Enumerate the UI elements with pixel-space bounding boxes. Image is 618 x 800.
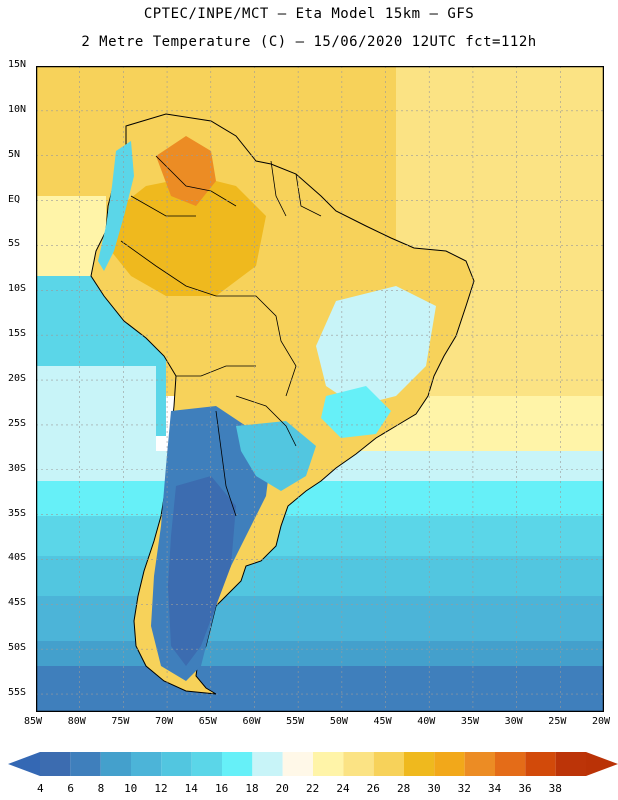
- latitude-label: 10S: [8, 283, 27, 295]
- colorbar-label: 20: [275, 782, 289, 795]
- longitude-label: 55W: [286, 716, 305, 727]
- latitude-label: 50S: [8, 642, 27, 654]
- pampas-mild-region: [236, 421, 316, 491]
- map-title-line-1: CPTEC/INPE/MCT – Eta Model 15km – GFS: [143, 6, 475, 22]
- colorbar-label: 24: [336, 782, 350, 795]
- longitude-label: 20W: [592, 716, 611, 727]
- longitude-label: 40W: [417, 716, 436, 727]
- latitude-label: EQ: [8, 193, 21, 205]
- latitude-label: 15S: [8, 328, 27, 340]
- colorbar-label: 8: [97, 782, 105, 795]
- longitude-label: 85W: [24, 716, 43, 727]
- colorbar-label: 18: [245, 782, 259, 795]
- longitude-label: 30W: [504, 716, 523, 727]
- andes-cold-ridge: [98, 141, 134, 271]
- longitude-label: 75W: [111, 716, 130, 727]
- latitude-label: 15N: [8, 59, 27, 70]
- latitude-label: 5N: [8, 148, 21, 160]
- latitude-label: 55S: [8, 687, 27, 699]
- country-borders: [120, 155, 322, 517]
- ocean-band-south-3: [36, 666, 604, 712]
- latitude-label: 10N: [8, 103, 27, 115]
- colorbar-swatch: [40, 752, 71, 776]
- colorbar-under-triangle: [8, 752, 40, 776]
- latitude-label: 45S: [8, 597, 27, 609]
- colorbar-swatch: [131, 752, 162, 776]
- colorbar-swatch: [252, 752, 283, 776]
- longitude-label: 25W: [548, 716, 567, 727]
- northwest-hot-core: [156, 136, 216, 206]
- latitude-label: 25S: [8, 417, 27, 429]
- colorbar-swatch: [161, 752, 192, 776]
- colorbar-label: 38: [548, 782, 562, 795]
- temperature-map: [36, 66, 604, 712]
- patagonia-cold-core: [168, 476, 236, 666]
- colorbar-label: 4: [37, 782, 44, 795]
- colorbar-label: 34: [488, 782, 502, 795]
- longitude-label: 70W: [155, 716, 174, 727]
- latitude-label: 20S: [8, 373, 27, 385]
- brazil-east-cool-patch: [316, 286, 436, 406]
- colorbar-label: 36: [518, 782, 532, 795]
- latitude-label: 30S: [8, 462, 27, 474]
- longitude-label: 45W: [373, 716, 392, 727]
- colorbar-swatch: [191, 752, 222, 776]
- colorbar-swatch: [222, 752, 253, 776]
- colorbar-swatches: [40, 752, 586, 776]
- colorbar-swatch: [434, 752, 465, 776]
- colorbar-label: 22: [306, 782, 320, 795]
- colorbar-label: 28: [397, 782, 411, 795]
- temperature-colorbar: [8, 752, 618, 776]
- longitude-label: 80W: [67, 716, 86, 727]
- longitude-label: 60W: [242, 716, 261, 727]
- colorbar-swatch: [525, 752, 556, 776]
- ocean-band-pacific-pale: [36, 366, 156, 456]
- longitude-label: 65W: [198, 716, 217, 727]
- colorbar-label: 26: [366, 782, 380, 795]
- colorbar-swatch: [100, 752, 131, 776]
- colorbar-swatch: [282, 752, 313, 776]
- latitude-label: 35S: [8, 507, 27, 519]
- longitude-label: 35W: [460, 716, 479, 727]
- colorbar-swatch: [343, 752, 374, 776]
- colorbar-swatch: [464, 752, 495, 776]
- colorbar-label: 10: [124, 782, 138, 795]
- brazil-central-cool-patch: [321, 386, 391, 438]
- latitude-label: 5S: [8, 238, 21, 250]
- longitude-label: 50W: [329, 716, 348, 727]
- colorbar-swatch: [404, 752, 435, 776]
- colorbar-label: 16: [215, 782, 229, 795]
- colorbar-swatch: [495, 752, 526, 776]
- colorbar-swatch: [373, 752, 404, 776]
- colorbar-label: 12: [154, 782, 168, 795]
- latitude-label: 40S: [8, 552, 27, 564]
- colorbar-over-triangle: [586, 752, 618, 776]
- map-border: [36, 66, 604, 712]
- colorbar-label: 14: [184, 782, 198, 795]
- colorbar-swatch: [555, 752, 586, 776]
- colorbar-label: 30: [427, 782, 441, 795]
- colorbar-label: 32: [457, 782, 471, 795]
- colorbar-swatch: [313, 752, 344, 776]
- colorbar-swatch: [70, 752, 101, 776]
- colorbar-label: 6: [67, 782, 74, 795]
- amazon-warm-region: [108, 176, 266, 296]
- map-title-line-2: 2 Metre Temperature (C) – 15/06/2020 12U…: [81, 34, 537, 50]
